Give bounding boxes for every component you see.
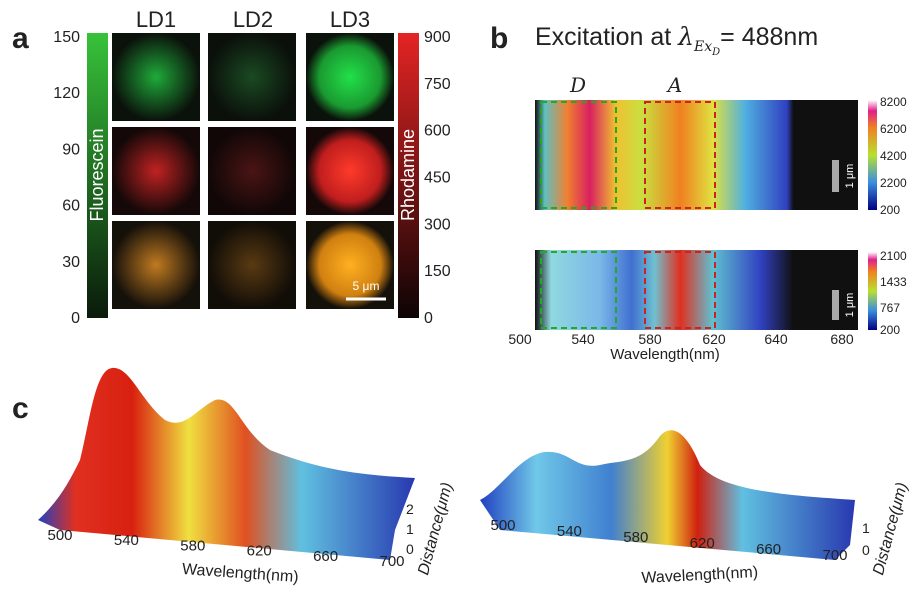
tick-label: 0: [71, 310, 80, 327]
region-label: D: [569, 73, 586, 97]
tick-label: 120: [53, 85, 80, 102]
panel-label: b: [490, 22, 508, 55]
tick-label: 2200: [880, 176, 907, 190]
tick-label: 1433: [880, 275, 907, 289]
heatmap: [535, 100, 858, 210]
x-tick-label: 580: [180, 537, 205, 554]
y-tick-label: 0: [862, 542, 870, 558]
tick-label: 150: [53, 29, 80, 46]
x-tick-label: 500: [47, 527, 72, 544]
tick-label: 6200: [880, 122, 907, 136]
column-label: LD1: [136, 7, 176, 32]
y-axis-label: Distance(μm): [870, 481, 911, 577]
tick-label: 750: [424, 76, 451, 93]
x-tick-label: 620: [702, 331, 726, 347]
tick-label: 450: [424, 170, 451, 187]
tick-label: 767: [880, 301, 900, 315]
tick-label: 4200: [880, 149, 907, 163]
column-label: LD3: [330, 7, 370, 32]
tick-label: 900: [424, 29, 451, 46]
tick-label: 200: [880, 323, 900, 337]
tick-label: 30: [62, 254, 80, 271]
x-axis-label: Wavelength(nm): [641, 564, 759, 587]
panel-a: a 5 μm Fluorescein Rhodamine: [12, 22, 419, 318]
x-tick-label: 640: [764, 331, 788, 347]
panel-label: a: [12, 22, 29, 55]
tick-label: 8200: [880, 95, 907, 109]
x-tick-label: 500: [508, 331, 532, 347]
color-bar: [87, 33, 108, 318]
scale-label: 5 μm: [353, 279, 380, 293]
x-tick-label: 580: [638, 331, 662, 347]
surface: [38, 367, 415, 560]
tick-label: 60: [62, 198, 80, 215]
panel-b: b Excitation at λExD= 488nm D A 1 μm 1 μ…: [490, 22, 877, 363]
y-tick-label: 1: [862, 520, 870, 536]
x-tick-label: 700: [822, 547, 847, 564]
x-tick-label: 620: [247, 543, 272, 560]
x-tick-label: 660: [313, 548, 338, 565]
heatmap: [535, 250, 858, 330]
bar-label: Rhodamine: [398, 129, 418, 221]
y-tick-label: 1: [406, 521, 414, 537]
surface: [480, 430, 855, 560]
x-tick-label: 540: [557, 523, 582, 540]
scale-label: 1 μm: [844, 164, 856, 189]
scale-label: 1 μm: [844, 293, 856, 318]
tick-label: 90: [62, 141, 80, 158]
y-tick-label: 2: [406, 501, 414, 517]
y-axis-label: Distance(μm): [415, 481, 456, 577]
color-bar: [398, 33, 419, 318]
tick-label: 200: [880, 203, 900, 217]
x-tick-label: 580: [623, 529, 648, 546]
panel-label: c: [12, 392, 29, 425]
column-label: LD2: [233, 7, 273, 32]
tick-label: 150: [424, 263, 451, 280]
x-axis-label: Wavelength(nm): [181, 561, 299, 586]
title: Excitation at λExD= 488nm: [535, 22, 818, 58]
x-tick-label: 680: [830, 331, 854, 347]
tick-label: 600: [424, 123, 451, 140]
x-tick-label: 540: [114, 532, 139, 549]
micrographs: [112, 33, 394, 309]
x-tick-label: 660: [756, 541, 781, 558]
x-axis-label: Wavelength(nm): [610, 346, 719, 363]
x-tick-label: 700: [379, 553, 404, 570]
tick-label: 2100: [880, 249, 907, 263]
region-label: A: [666, 73, 682, 97]
tick-label: 300: [424, 216, 451, 233]
tick-label: 0: [424, 310, 433, 327]
x-tick-label: 540: [571, 331, 595, 347]
x-tick-label: 620: [690, 535, 715, 552]
panel-c: c Wavelength(nm) Distance(μm) Wavelength…: [12, 367, 911, 587]
bar-label: Fluorescein: [87, 128, 107, 221]
x-tick-label: 500: [490, 517, 515, 534]
y-tick-label: 0: [406, 541, 414, 557]
